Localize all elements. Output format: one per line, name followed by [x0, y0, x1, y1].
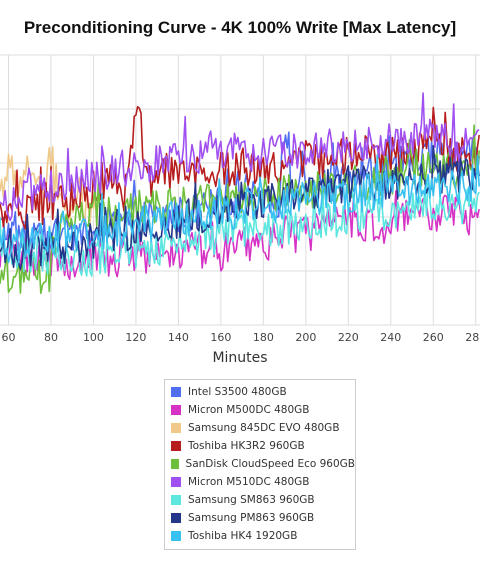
legend-label: Samsung PM863 960GB — [188, 512, 315, 524]
x-axis-label: Minutes — [212, 350, 268, 366]
legend-swatch — [171, 405, 181, 415]
x-tick-label: 120 — [125, 331, 146, 344]
legend-item[interactable]: Toshiba HK3R2 960GB — [165, 437, 355, 455]
legend-swatch — [171, 513, 181, 523]
legend-swatch — [171, 441, 181, 451]
legend-item[interactable]: Micron M500DC 480GB — [165, 401, 355, 419]
legend-item[interactable]: Samsung PM863 960GB — [165, 509, 355, 527]
series-line-9 — [0, 154, 480, 264]
x-tick-label: 140 — [168, 331, 189, 344]
legend-label: Micron M500DC 480GB — [188, 404, 310, 416]
legend-item[interactable]: Toshiba HK4 1920GB — [165, 527, 355, 545]
x-tick-label: 100 — [83, 331, 104, 344]
legend-swatch — [171, 423, 181, 433]
x-tick-label: 260 — [423, 331, 444, 344]
legend: Intel S3500 480GB Micron M500DC 480GB Sams… — [164, 379, 356, 550]
legend-item[interactable]: Micron M510DC 480GB — [165, 473, 355, 491]
legend-label: SanDisk CloudSpeed Eco 960GB — [185, 458, 355, 470]
legend-label: Samsung SM863 960GB — [188, 494, 315, 506]
x-tick-label: 180 — [253, 331, 274, 344]
x-tick-label: 60 — [1, 331, 15, 344]
legend-swatch — [171, 459, 179, 469]
series-line-4 — [0, 106, 480, 230]
x-tick-label: 160 — [210, 331, 231, 344]
legend-item[interactable]: Samsung SM863 960GB — [165, 491, 355, 509]
x-tick-label: 240 — [380, 331, 401, 344]
series-line-7 — [0, 174, 480, 277]
series-line-6 — [0, 92, 480, 222]
legend-swatch — [171, 387, 181, 397]
x-tick-label: 200 — [295, 331, 316, 344]
legend-label: Toshiba HK4 1920GB — [188, 530, 298, 542]
legend-swatch — [171, 495, 181, 505]
legend-item[interactable]: Samsung 845DC EVO 480GB — [165, 419, 355, 437]
x-tick-label: 80 — [44, 331, 58, 344]
series-lines — [0, 92, 480, 295]
legend-item[interactable]: SanDisk CloudSpeed Eco 960GB — [165, 455, 355, 473]
legend-label: Toshiba HK3R2 960GB — [188, 440, 305, 452]
x-tick-labels: 60 80 100 120 140 160 180 200 220 240 260 280 — [1, 331, 480, 344]
x-tick-label: 280 — [465, 331, 480, 344]
legend-label: Micron M510DC 480GB — [188, 476, 310, 488]
legend-label: Intel S3500 480GB — [188, 386, 287, 398]
legend-item[interactable]: Intel S3500 480GB — [165, 383, 355, 401]
x-tick-label: 220 — [338, 331, 359, 344]
legend-swatch — [171, 531, 181, 541]
chart-title: Preconditioning Curve - 4K 100% Write [M… — [23, 18, 457, 37]
legend-swatch — [171, 477, 181, 487]
legend-label: Samsung 845DC EVO 480GB — [188, 422, 340, 434]
